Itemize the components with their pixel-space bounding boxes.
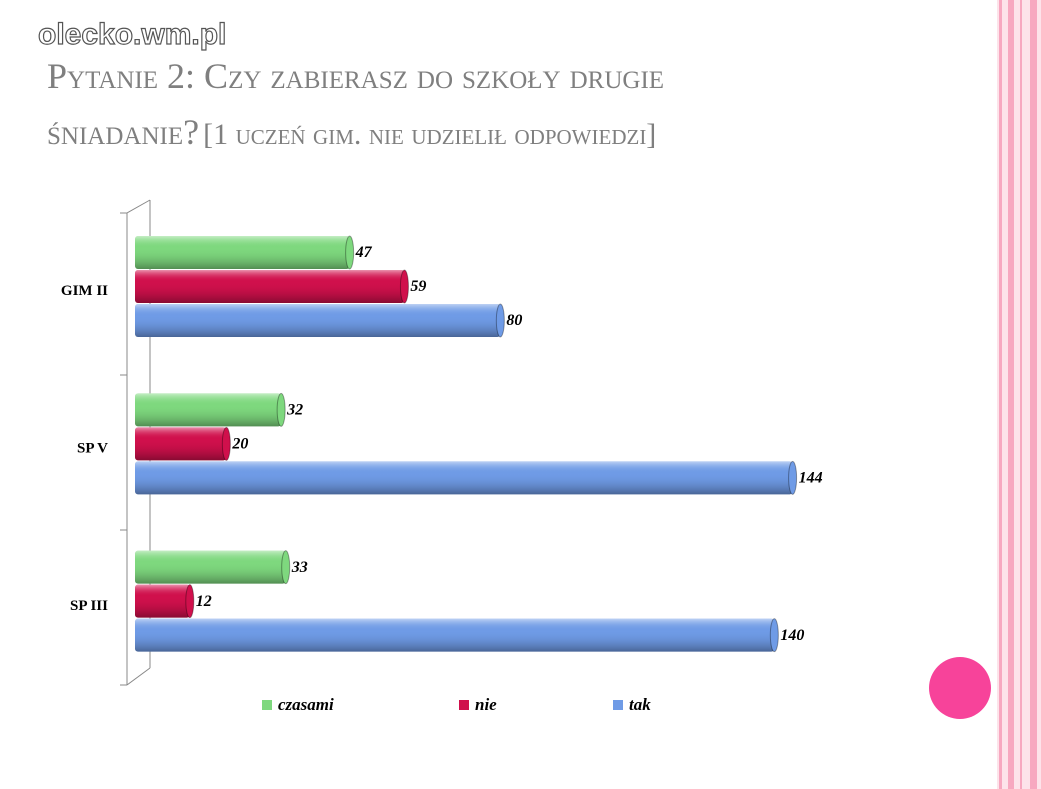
legend-swatch — [459, 700, 469, 710]
bar-shade — [135, 236, 350, 269]
stripe — [999, 0, 1002, 789]
legend-swatch — [613, 700, 623, 710]
bar-cap — [345, 235, 355, 270]
category-label: GIM II — [61, 283, 108, 299]
bar-shade — [135, 461, 793, 495]
watermark: olecko.wm.pl — [38, 18, 226, 51]
bar-cap — [399, 269, 409, 304]
bar-group — [135, 460, 798, 495]
category-label: SP III — [70, 598, 108, 614]
bar-shade — [135, 304, 501, 337]
bar-shade — [135, 550, 286, 584]
value-label: 32 — [286, 402, 303, 419]
bar-group — [135, 618, 779, 653]
stripe — [1030, 0, 1037, 789]
bar-group — [135, 269, 409, 304]
value-label: 47 — [355, 244, 373, 261]
chart-title: Pytanie 2: Czy zabierasz do szkoły drugi… — [47, 56, 664, 96]
bar-cap — [185, 584, 195, 619]
value-label: 140 — [780, 627, 804, 644]
value-label: 144 — [799, 470, 823, 487]
bar-group — [135, 550, 291, 585]
legend-label: nie — [475, 695, 497, 714]
bar-group — [135, 584, 195, 619]
bar-cap — [788, 460, 798, 495]
value-label: 80 — [506, 312, 522, 329]
chart-title-2: śniadanie? — [47, 112, 199, 152]
stripe — [1008, 0, 1014, 789]
value-label: 20 — [231, 436, 248, 453]
decor-circle — [929, 657, 991, 719]
stripe — [1020, 0, 1022, 789]
bar-shade — [135, 270, 405, 303]
bar-shade — [135, 584, 190, 618]
bar-shade — [135, 618, 775, 652]
bar-shade — [135, 393, 282, 427]
title-line: śniadanie? [1 uczeń gim. nie udzielił od… — [47, 112, 656, 152]
bar-group — [135, 303, 505, 338]
legend-swatch — [262, 700, 272, 710]
value-label: 33 — [291, 559, 308, 576]
bar-group — [135, 392, 286, 427]
category-label: SP V — [77, 440, 108, 456]
chart-subtitle: [1 uczeń gim. nie udzielił odpowiedzi] — [203, 118, 656, 151]
bar-group — [135, 426, 231, 461]
value-label: 59 — [410, 278, 426, 295]
legend-label: tak — [629, 695, 651, 714]
bar-cap — [221, 426, 231, 461]
bar-group — [135, 235, 355, 270]
value-label: 12 — [196, 593, 212, 610]
bar-cap — [281, 550, 291, 585]
bar-cap — [769, 618, 779, 653]
legend-label: czasami — [278, 695, 334, 714]
bar-shade — [135, 427, 227, 461]
bar-cap — [276, 392, 286, 427]
bar-cap — [495, 303, 505, 338]
